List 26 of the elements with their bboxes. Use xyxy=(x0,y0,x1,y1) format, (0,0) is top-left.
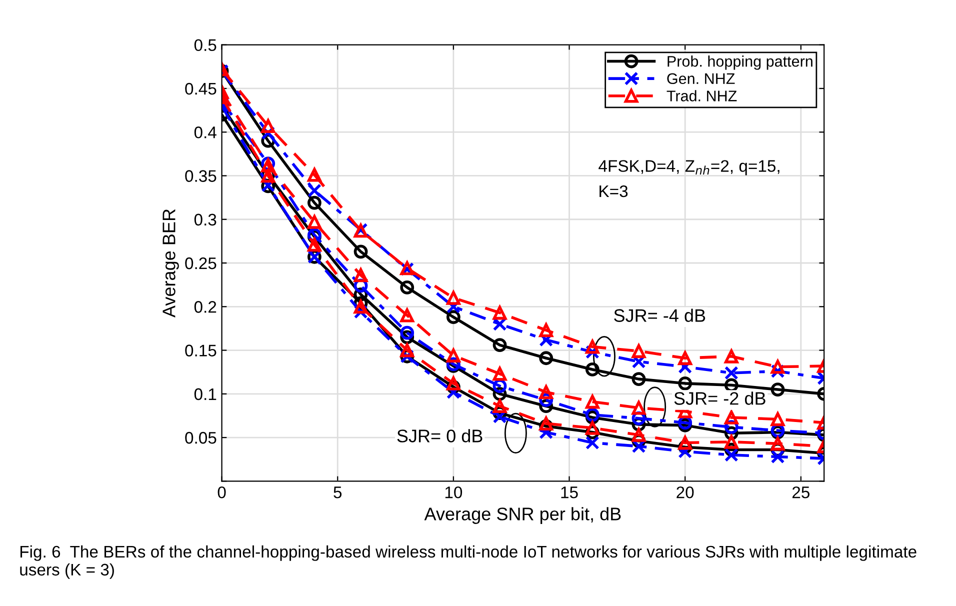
legend-label: Prob. hopping pattern xyxy=(668,56,812,70)
y-tick-label: 0.15 xyxy=(185,344,216,356)
annotation: SJR= -2 dB xyxy=(674,392,766,405)
annotation: SJR= -4 dB xyxy=(614,308,706,322)
y-tick-label: 0.05 xyxy=(185,432,216,444)
x-tick-label: 0 xyxy=(218,486,226,498)
y-tick-label: 0.1 xyxy=(194,388,216,400)
y-tick-label: 0.5 xyxy=(194,39,216,52)
y-tick-label: 0.35 xyxy=(185,170,216,182)
x-tick-label: 10 xyxy=(445,486,462,498)
x-tick-label: 5 xyxy=(334,486,342,498)
legend-label: Gen. NHZ xyxy=(667,73,735,84)
x-axis-title: Average SNR per bit, dB xyxy=(424,507,621,524)
y-tick-label: 0.25 xyxy=(185,257,216,270)
legend-label: Trad. NHZ xyxy=(666,90,737,102)
x-tick-label: 20 xyxy=(676,486,694,498)
y-axis-title: Average BER xyxy=(162,209,179,318)
caption: Fig. 6 The BERs of the channel-hopping-based wireless multi-node IoT networks for various SJRs with multiple legitimate users (K = 3) xyxy=(20,545,916,579)
x-tick-label: 25 xyxy=(792,486,810,498)
annotation: SJR= 0 dB xyxy=(397,429,482,442)
y-tick-label: 0.4 xyxy=(194,126,216,138)
y-tick-label: 0.2 xyxy=(194,301,216,313)
y-tick-label: 0.3 xyxy=(194,214,216,226)
x-tick-label: 15 xyxy=(561,486,578,498)
y-tick-label: 0.45 xyxy=(185,82,216,95)
text: 4FSK,D=4, Z$_{nh}$=2, q=15, K=3 xyxy=(598,160,780,198)
